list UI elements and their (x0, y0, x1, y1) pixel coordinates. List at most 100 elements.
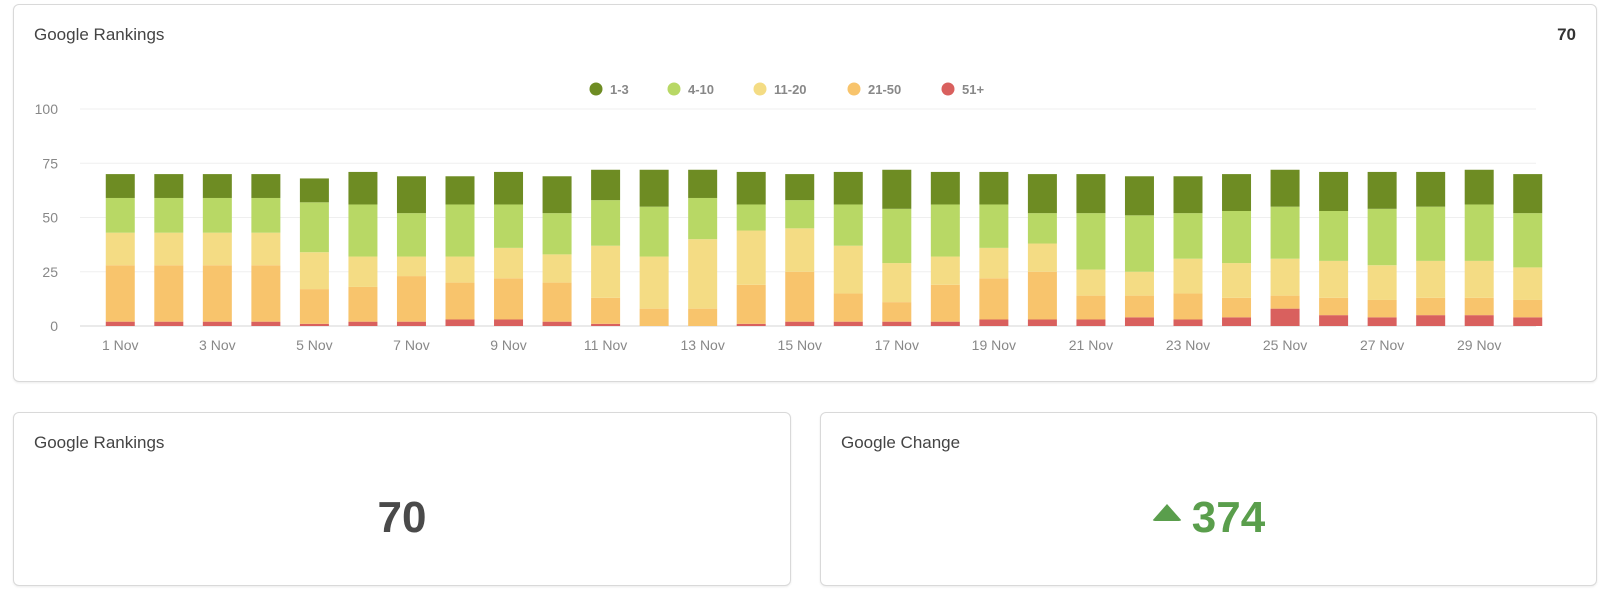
bar-segment-4-10[interactable] (882, 208, 912, 264)
bar-segment-1-3[interactable] (542, 176, 572, 214)
bar-segment-51+[interactable] (979, 319, 1009, 326)
bar-segment-21-50[interactable] (1222, 297, 1252, 318)
bar-segment-4-10[interactable] (396, 213, 426, 257)
bar-segment-1-3[interactable] (1222, 174, 1252, 211)
bar-segment-51+[interactable] (348, 321, 378, 326)
bar-segment-1-3[interactable] (348, 171, 378, 205)
bar-segment-4-10[interactable] (105, 197, 135, 233)
bar-segment-51+[interactable] (445, 319, 475, 326)
bar-segment-21-50[interactable] (1173, 293, 1203, 320)
bar-segment-4-10[interactable] (639, 206, 669, 257)
bar-segment-4-10[interactable] (833, 204, 863, 246)
bar-segment-51+[interactable] (882, 321, 912, 326)
bar-segment-11-20[interactable] (1270, 258, 1300, 296)
bar-segment-11-20[interactable] (105, 232, 135, 266)
bar-segment-21-50[interactable] (105, 265, 135, 322)
bar-segment-4-10[interactable] (1319, 210, 1349, 261)
bar-segment-51+[interactable] (542, 321, 572, 326)
bar-segment-4-10[interactable] (785, 200, 815, 229)
bar-segment-21-50[interactable] (639, 308, 669, 326)
bar-segment-21-50[interactable] (930, 284, 960, 322)
bar-segment-51+[interactable] (1319, 315, 1349, 326)
bar-segment-21-50[interactable] (445, 282, 475, 320)
bar-segment-51+[interactable] (299, 323, 329, 326)
bar-segment-51+[interactable] (1076, 319, 1106, 326)
bar-segment-4-10[interactable] (494, 204, 524, 248)
bar-segment-1-3[interactable] (202, 174, 232, 198)
bar-segment-4-10[interactable] (736, 204, 766, 231)
bar-segment-11-20[interactable] (396, 256, 426, 277)
bar-segment-1-3[interactable] (1076, 174, 1106, 214)
bar-segment-1-3[interactable] (1416, 171, 1446, 207)
bar-segment-51+[interactable] (1222, 317, 1252, 326)
bar-segment-1-3[interactable] (785, 174, 815, 201)
bar-segment-21-50[interactable] (1367, 299, 1397, 318)
bar-segment-1-3[interactable] (1464, 169, 1494, 205)
bar-segment-51+[interactable] (1027, 319, 1057, 326)
legend-label[interactable]: 11-20 (774, 82, 807, 97)
bar-segment-21-50[interactable] (299, 289, 329, 324)
bar-segment-4-10[interactable] (348, 204, 378, 257)
bar-segment-1-3[interactable] (445, 176, 475, 205)
bar-segment-51+[interactable] (154, 321, 184, 326)
bar-segment-21-50[interactable] (202, 265, 232, 322)
bar-segment-4-10[interactable] (1464, 204, 1494, 261)
bar-segment-4-10[interactable] (445, 204, 475, 257)
bar-segment-11-20[interactable] (1319, 260, 1349, 298)
bar-segment-51+[interactable] (785, 321, 815, 326)
bar-segment-1-3[interactable] (930, 171, 960, 205)
bar-segment-51+[interactable] (251, 321, 281, 326)
bar-segment-1-3[interactable] (639, 169, 669, 207)
bar-segment-4-10[interactable] (1076, 213, 1106, 270)
bar-segment-21-50[interactable] (396, 276, 426, 322)
bar-segment-1-3[interactable] (1367, 171, 1397, 209)
bar-segment-1-3[interactable] (688, 169, 718, 198)
bar-segment-4-10[interactable] (688, 197, 718, 240)
bar-segment-21-50[interactable] (1464, 297, 1494, 316)
bar-segment-51+[interactable] (396, 321, 426, 326)
bar-segment-1-3[interactable] (251, 174, 281, 198)
bar-segment-21-50[interactable] (494, 278, 524, 320)
bar-segment-11-20[interactable] (299, 252, 329, 290)
bar-segment-51+[interactable] (930, 321, 960, 326)
bar-segment-4-10[interactable] (930, 204, 960, 257)
bar-segment-1-3[interactable] (494, 171, 524, 205)
bar-segment-21-50[interactable] (251, 265, 281, 322)
bar-segment-21-50[interactable] (1416, 297, 1446, 316)
bar-segment-51+[interactable] (1124, 317, 1154, 326)
bar-segment-21-50[interactable] (736, 284, 766, 324)
bar-segment-51+[interactable] (1173, 319, 1203, 326)
bar-segment-11-20[interactable] (1076, 269, 1106, 296)
bar-segment-1-3[interactable] (979, 171, 1009, 205)
bar-segment-21-50[interactable] (833, 293, 863, 322)
legend-label[interactable]: 51+ (962, 82, 984, 97)
bar-segment-21-50[interactable] (1076, 295, 1106, 320)
bar-segment-4-10[interactable] (299, 202, 329, 253)
bar-segment-21-50[interactable] (1270, 295, 1300, 309)
bar-segment-11-20[interactable] (1513, 267, 1543, 300)
legend-label[interactable]: 21-50 (868, 82, 901, 97)
bar-segment-11-20[interactable] (1222, 263, 1252, 298)
bar-segment-1-3[interactable] (396, 176, 426, 214)
bar-segment-11-20[interactable] (1173, 258, 1203, 294)
bar-segment-51+[interactable] (1513, 317, 1543, 326)
bar-segment-4-10[interactable] (1367, 208, 1397, 266)
bar-segment-1-3[interactable] (1124, 176, 1154, 216)
bar-segment-1-3[interactable] (1270, 169, 1300, 207)
bar-segment-11-20[interactable] (833, 245, 863, 294)
bar-segment-51+[interactable] (1416, 315, 1446, 326)
bar-segment-51+[interactable] (591, 323, 621, 326)
bar-segment-11-20[interactable] (785, 228, 815, 272)
bar-segment-4-10[interactable] (1416, 206, 1446, 261)
bar-segment-1-3[interactable] (154, 174, 184, 198)
bar-segment-11-20[interactable] (154, 232, 184, 266)
legend-label[interactable]: 4-10 (688, 82, 714, 97)
bar-segment-1-3[interactable] (736, 171, 766, 205)
bar-segment-51+[interactable] (1367, 317, 1397, 326)
bar-segment-21-50[interactable] (154, 265, 184, 322)
bar-segment-4-10[interactable] (1124, 215, 1154, 272)
bar-segment-11-20[interactable] (202, 232, 232, 266)
bar-segment-11-20[interactable] (1367, 265, 1397, 300)
bar-segment-4-10[interactable] (1222, 210, 1252, 264)
bar-segment-51+[interactable] (202, 321, 232, 326)
